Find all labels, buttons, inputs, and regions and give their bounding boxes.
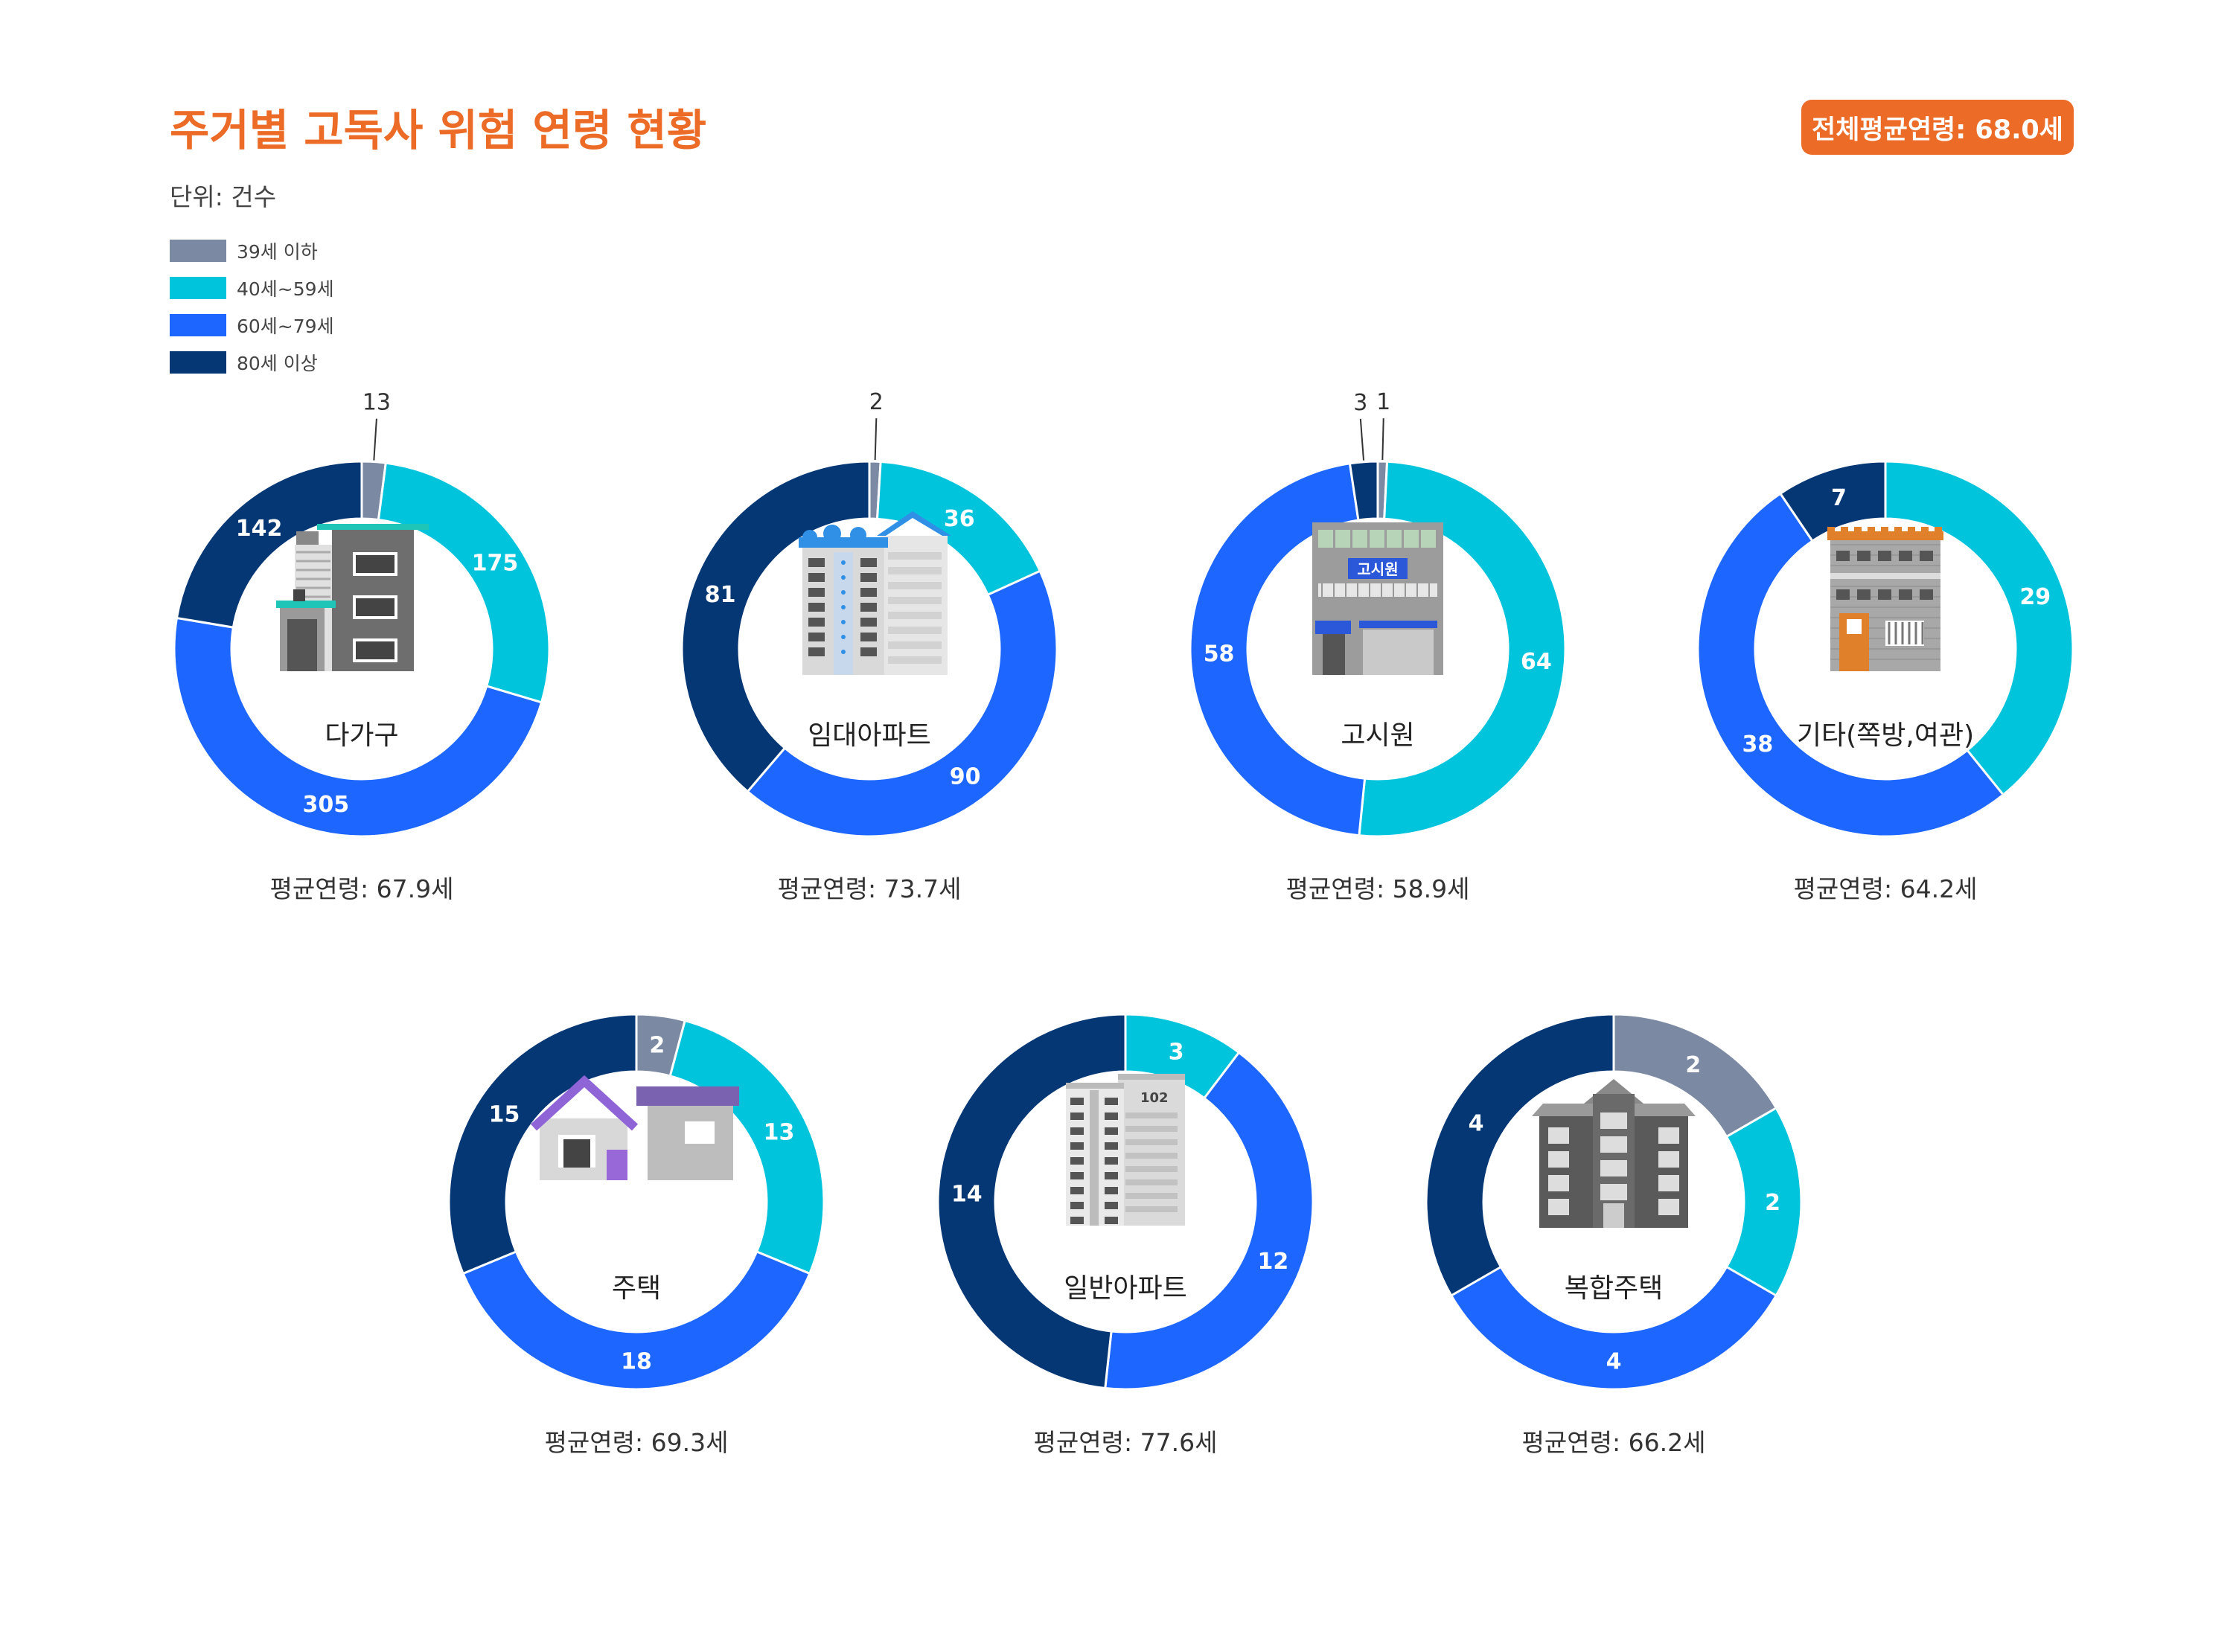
housing-type-label: 복합주택 <box>1565 1273 1663 1304</box>
multi-family-house-icon <box>276 524 429 671</box>
data-label: 14 <box>951 1181 983 1207</box>
data-label: 2 <box>1765 1190 1780 1216</box>
average-age-label: 평균연령: 73.7세 <box>777 874 962 903</box>
donut-chart: 2 36 90 81 임대아파트 <box>680 389 1058 838</box>
data-label: 38 <box>1742 731 1773 758</box>
donut-segment <box>1104 1051 1314 1391</box>
data-label: 2 <box>869 389 884 415</box>
legend: 39세 이하 40세~59세 60세~79세 80세 이상 <box>170 232 334 381</box>
data-label: 64 <box>1521 649 1552 675</box>
leader-line <box>874 418 878 461</box>
housing-type-label: 일반아파트 <box>1064 1273 1187 1304</box>
legend-item-60-79: 60세~79세 <box>170 307 334 344</box>
overall-average-badge: 전체평균연령: 68.0세 <box>1801 100 2074 155</box>
legend-swatch <box>170 277 226 299</box>
legend-label: 80세 이상 <box>237 353 318 374</box>
average-age-label: 평균연령: 67.9세 <box>269 874 454 903</box>
house-icon <box>530 1075 739 1180</box>
data-label: 13 <box>362 390 391 416</box>
data-label: 2 <box>1685 1052 1701 1078</box>
legend-label: 40세~59세 <box>237 278 334 300</box>
donut-segment <box>1189 462 1367 837</box>
data-label: 1 <box>1376 389 1390 415</box>
data-label: 36 <box>944 506 975 532</box>
housing-type-label: 다가구 <box>325 720 398 751</box>
housing-type-label: 기타(쪽방,여관) <box>1797 720 1974 751</box>
data-label: 3 <box>1169 1040 1184 1066</box>
data-label: 13 <box>764 1120 795 1146</box>
average-age-label: 평균연령: 69.3세 <box>544 1428 729 1457</box>
donut-segment <box>377 461 551 704</box>
data-label: 175 <box>472 551 519 577</box>
legend-item-40-59: 40세~59세 <box>170 269 334 307</box>
donut-segment <box>936 1013 1127 1390</box>
svg-text:고시원: 고시원 <box>1357 560 1398 578</box>
average-age-label: 평균연령: 77.6세 <box>1033 1428 1218 1457</box>
inn-building-icon <box>1827 527 1943 671</box>
housing-type-label: 임대아파트 <box>808 720 931 751</box>
donut-segment <box>1358 460 1567 838</box>
housing-type-label: 주택 <box>612 1273 661 1304</box>
donut-chart: 3 12 14 102 일반아파트 <box>936 1013 1314 1391</box>
data-label: 15 <box>489 1101 520 1127</box>
average-age-label: 평균연령: 58.9세 <box>1285 874 1470 903</box>
data-label: 90 <box>950 763 981 790</box>
donut-segment <box>447 1013 638 1275</box>
complex-housing-icon <box>1532 1079 1696 1228</box>
donut-segment <box>1425 1013 1615 1298</box>
svg-text:102: 102 <box>1140 1090 1169 1106</box>
data-label: 4 <box>1606 1349 1622 1375</box>
donut-chart: 13 175 305 142 다가구 <box>173 390 551 838</box>
data-label: 7 <box>1831 485 1847 511</box>
average-age-label: 평균연령: 66.2세 <box>1521 1428 1706 1457</box>
donut-segment <box>1696 492 2005 838</box>
donut-chart: 2 13 18 15 주택 <box>447 1013 825 1391</box>
legend-swatch <box>170 240 226 262</box>
leader-line <box>1359 418 1365 461</box>
donut-segment <box>461 1250 811 1391</box>
legend-swatch <box>170 314 226 336</box>
donut-segment <box>1449 1265 1778 1391</box>
data-label: 29 <box>2019 584 2051 610</box>
gosiwon-building-icon: 고시원 <box>1312 522 1443 675</box>
legend-label: 39세 이하 <box>237 241 318 263</box>
housing-type-label: 고시원 <box>1341 720 1414 751</box>
donut-segment <box>175 460 363 629</box>
leader-line <box>373 418 377 461</box>
data-label: 2 <box>649 1032 665 1058</box>
data-label: 81 <box>705 582 736 608</box>
data-label: 3 <box>1353 390 1367 416</box>
donut-chart: 2 2 4 4 복합주택 <box>1425 1013 1803 1391</box>
apartment-icon: 102 <box>1066 1074 1185 1226</box>
donut-segment <box>173 616 543 838</box>
donut-chart: 29 38 7 기타(쪽방,여관) <box>1696 460 2074 838</box>
legend-item-under-39: 39세 이하 <box>170 232 334 269</box>
donut-segment <box>1884 460 2074 797</box>
data-label: 305 <box>303 792 350 818</box>
legend-item-80-plus: 80세 이상 <box>170 344 334 381</box>
donut-segment <box>1348 460 1379 522</box>
leader-line <box>1381 418 1384 461</box>
page-title: 주거별 고독사 위험 연령 현황 <box>170 105 707 156</box>
data-label: 58 <box>1204 641 1235 667</box>
donut-segment <box>746 569 1058 838</box>
data-label: 142 <box>236 516 283 542</box>
legend-swatch <box>170 351 226 374</box>
data-label: 12 <box>1257 1249 1288 1275</box>
legend-label: 60세~79세 <box>237 316 334 337</box>
data-label: 4 <box>1469 1110 1484 1136</box>
data-label: 18 <box>621 1349 652 1375</box>
unit-label: 단위: 건수 <box>170 182 277 211</box>
rental-apartment-icon <box>799 511 951 675</box>
donut-segment <box>680 460 871 793</box>
average-age-label: 평균연령: 64.2세 <box>1793 874 1978 903</box>
